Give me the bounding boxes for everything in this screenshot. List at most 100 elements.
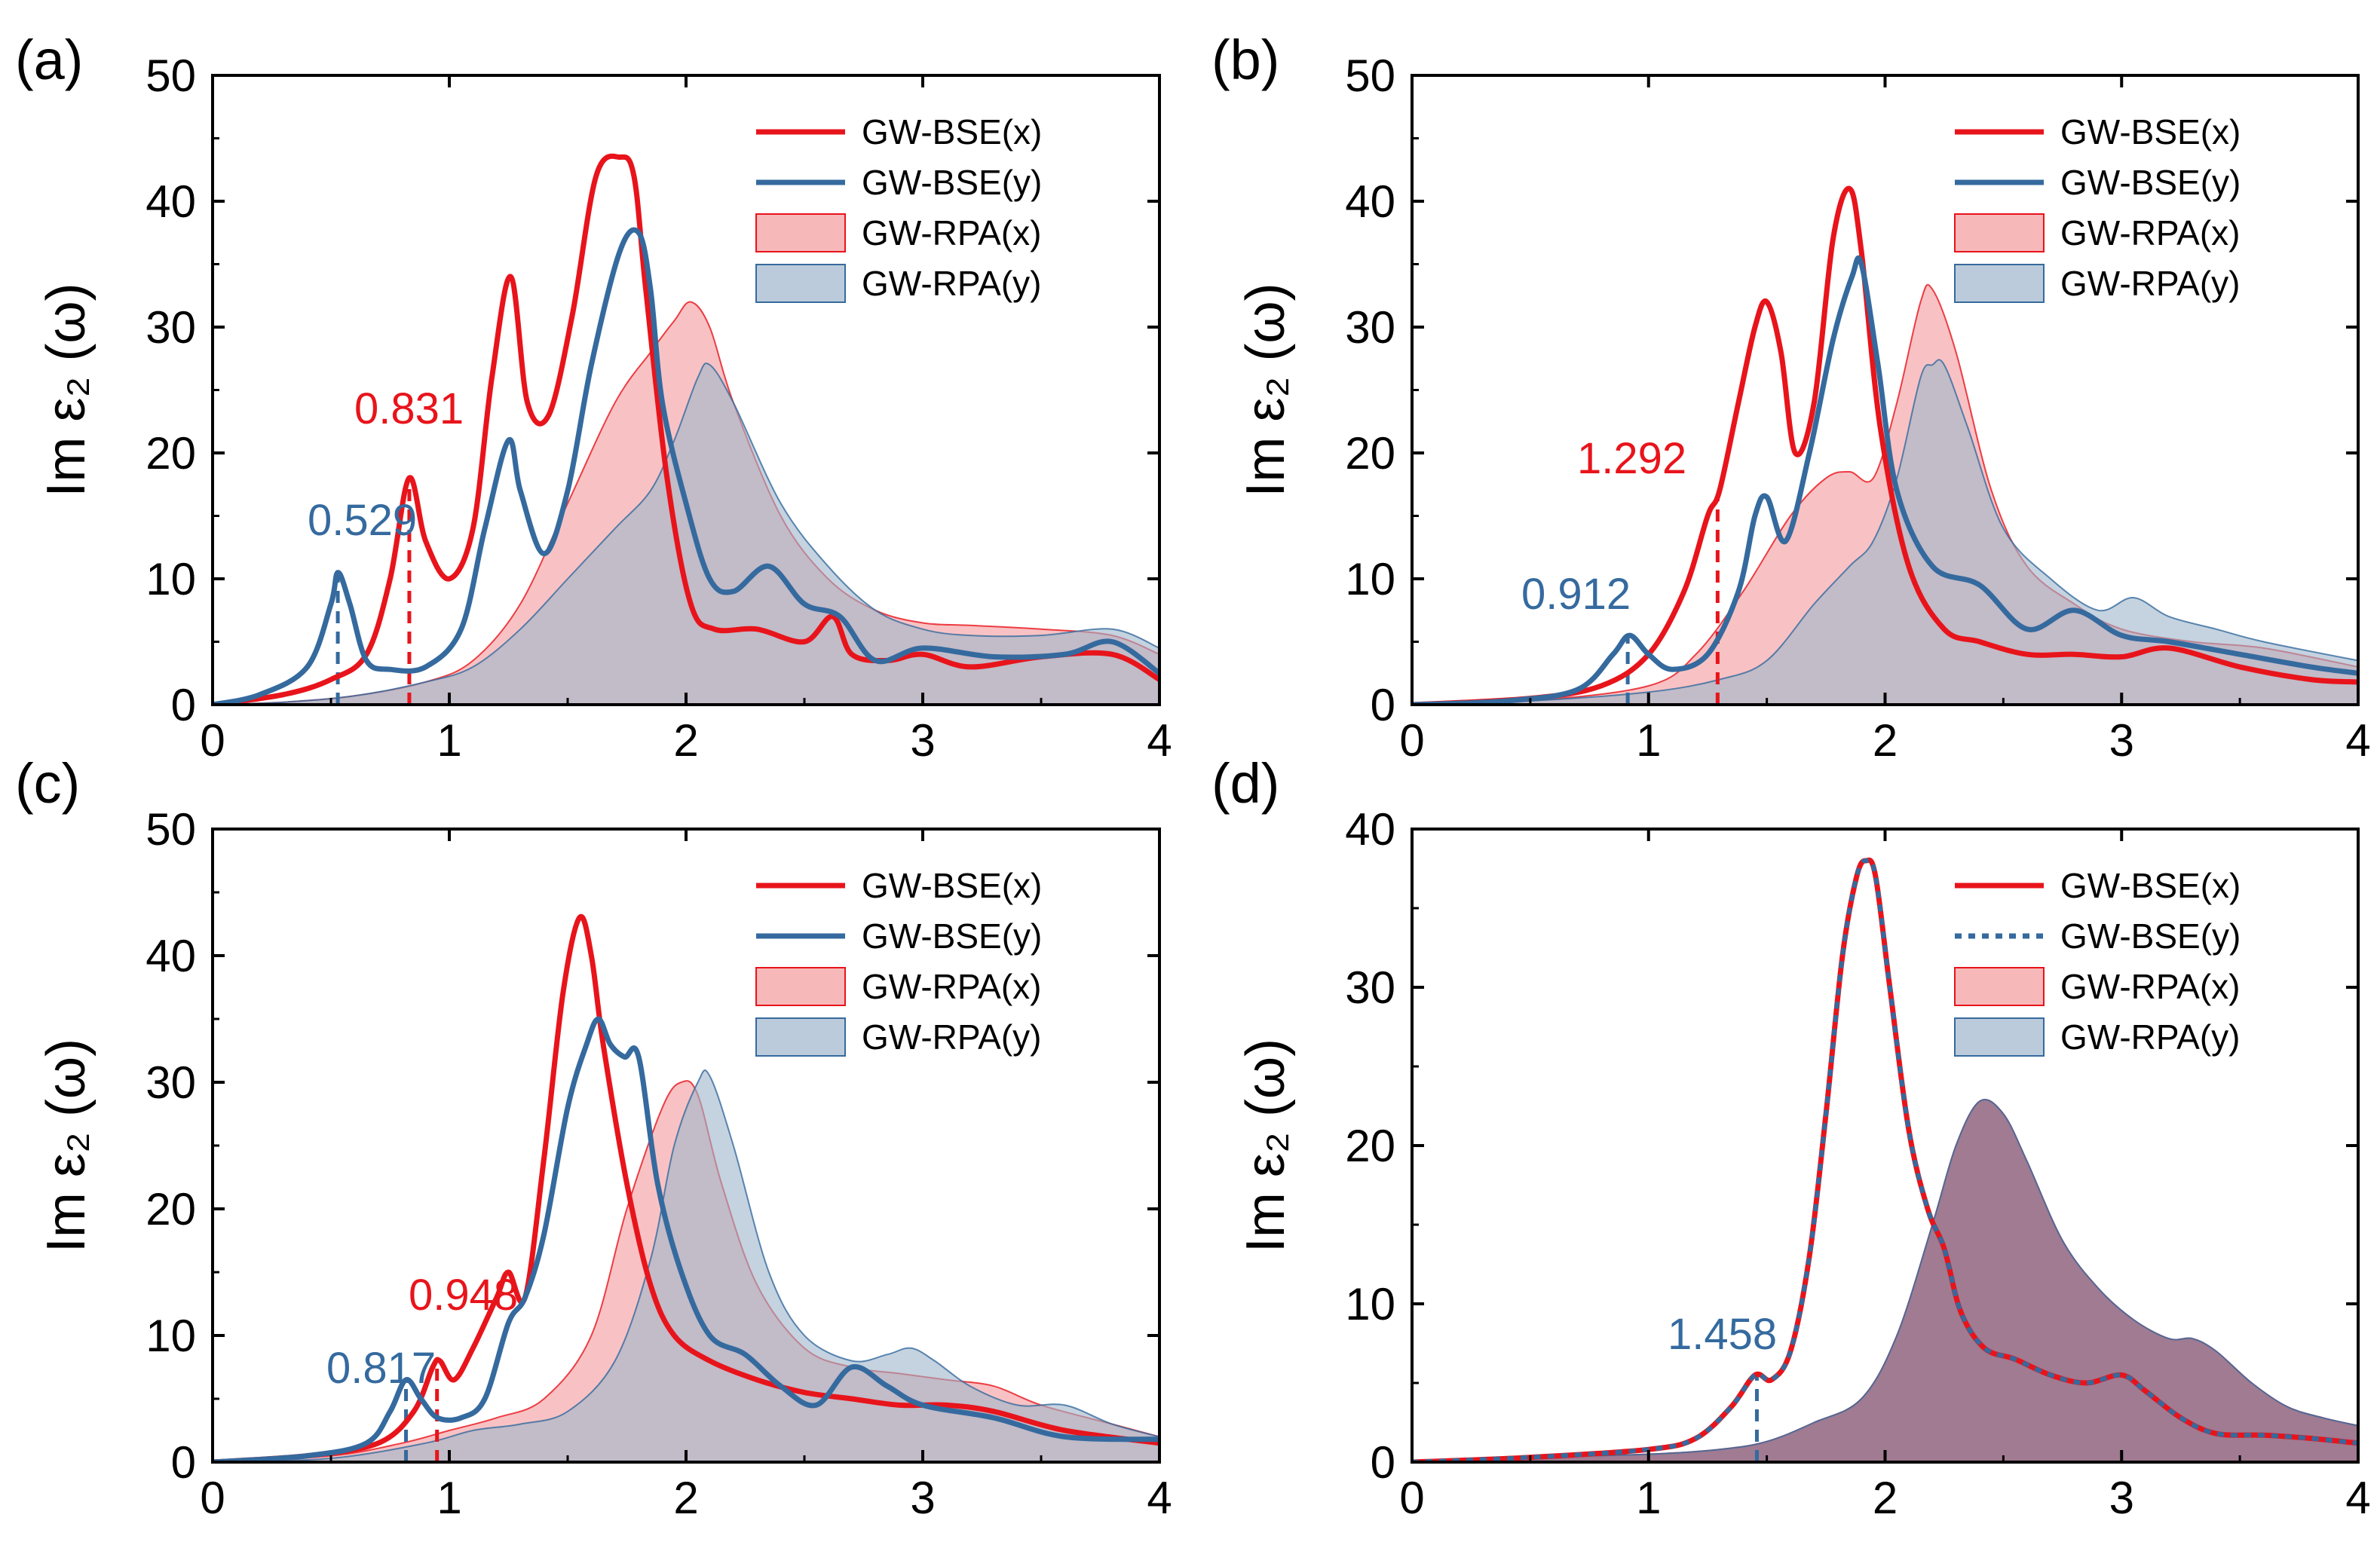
panel-c-ytick-label: 20 [145,1184,196,1234]
panel-b-xtick-label: 1 [1636,715,1661,766]
panel-c-area-gw-rpay [213,1069,1159,1462]
panel-b-legend-label: GW-RPA(y) [2060,264,2241,303]
panel-c-ytick-label: 10 [145,1311,196,1361]
panel-d-annotation-0: 1.458 [1668,1310,1777,1359]
panel-a-xtick-label: 4 [1147,715,1172,766]
panel-d-ytick-label: 10 [1345,1279,1395,1329]
panel-a-legend-label: GW-RPA(x) [862,213,1042,252]
panel-d-ytick-label: 40 [1345,804,1395,855]
panel-a-ytick-label: 0 [171,680,196,730]
panel-a-ytick-label: 40 [145,176,196,227]
panel-b-legend: GW-BSE(x) GW-BSE(y) GW-RPA(x) GW-RPA(y) [1954,112,2241,303]
panel-d-legend-label: GW-BSE(x) [2060,866,2241,905]
panel-a-xtick-label: 1 [436,715,461,766]
panel-d-xtick-label: 1 [1636,1473,1661,1523]
panel-a-legend: GW-BSE(x) GW-BSE(y) GW-RPA(x) GW-RPA(y) [755,112,1042,303]
panel-a-area-gw-rpay [213,363,1159,705]
panel-a-xtick-label: 0 [200,715,225,766]
panel-d-legend-swatch [1954,967,2045,1006]
panel-c-label: (c) [15,752,80,815]
panel-c-plot-area [213,913,1159,1462]
panel-d-legend-label: GW-BSE(y) [2060,916,2241,956]
panel-b-legend-label: GW-RPA(x) [2060,213,2241,252]
panel-c-ytick-label: 0 [171,1437,196,1488]
panel-d-ytick-label: 20 [1345,1121,1395,1171]
panel-d-legend-swatch [1954,1017,2045,1057]
panel-c-legend-label: GW-BSE(x) [862,866,1042,905]
panel-b-xtick-label: 2 [1873,715,1898,766]
panel-b-xtick-label: 4 [2345,715,2370,766]
panel-b-ytick-label: 30 [1345,302,1395,353]
panel-a-ylabel: Im ε₂ (ω) [36,283,96,497]
panel-b-ytick-label: 40 [1345,176,1395,227]
panel-d-legend: GW-BSE(x) GW-BSE(y) GW-RPA(x) GW-RPA(y) [1954,866,2241,1057]
panel-c-annotation-0: 0.948 [409,1271,518,1320]
panel-b-annotation-1: 0.912 [1521,570,1631,619]
panel-c-legend-swatch [755,1017,846,1057]
panel-b-ytick-label: 50 [1345,50,1395,101]
panel-d-label: (d) [1211,752,1279,815]
panel-a-legend-label: GW-BSE(x) [862,112,1042,151]
panel-c-legend-swatch [755,967,846,1006]
panel-c-ytick-label: 30 [145,1057,196,1108]
panel-a-line-gw-bsey [213,227,1159,705]
panel-b-ylabel: Im ε₂ (ω) [1236,283,1296,497]
panel-a-ytick-label: 30 [145,302,196,353]
panel-d-ytick-label: 0 [1371,1437,1395,1488]
panel-c-xtick-label: 3 [910,1473,935,1523]
panel-d-xtick-label: 3 [2109,1473,2134,1523]
panel-b-legend-label: GW-BSE(x) [2060,112,2241,151]
panel-d-legend-label: GW-RPA(y) [2060,1017,2241,1057]
panel-b-area-gw-rpay [1412,359,2358,705]
panel-b-legend-swatch [1954,264,2045,303]
panel-d-xtick-label: 2 [1873,1473,1898,1523]
panel-b-line-gw-bsey [1412,255,2358,705]
panel-b-label: (b) [1211,29,1279,91]
panel-c-annotation-1: 0.817 [326,1344,436,1393]
panel-a-ytick-label: 10 [145,554,196,604]
panel-d-plot-area [1412,857,2358,1462]
panel-b-annotation-0: 1.292 [1577,434,1686,483]
panel-c-legend-label: GW-RPA(x) [862,967,1042,1006]
panel-c-legend-label: GW-BSE(y) [862,916,1042,956]
panel-c-line-gw-bsey [213,1016,1159,1462]
panel-c-legend-label: GW-RPA(y) [862,1017,1042,1057]
panel-a-plot-area [213,153,1159,705]
panel-c-ytick-label: 40 [145,931,196,981]
panel-b-ytick-label: 20 [1345,428,1395,479]
panel-a-ytick-label: 50 [145,50,196,101]
panel-d-line-gw-bsey [1412,858,2358,1462]
panel-d-ytick-label: 30 [1345,962,1395,1013]
panel-c-xtick-label: 4 [1147,1473,1172,1523]
panel-b-legend-swatch [1954,213,2045,252]
panel-a-annotation-0: 0.831 [354,384,464,433]
panel-b-line-gw-bsex [1412,185,2358,705]
panel-c-legend: GW-BSE(x) GW-BSE(y) GW-RPA(x) GW-RPA(y) [755,866,1042,1057]
panel-a-line-gw-bsex [213,153,1159,705]
panel-d-legend-label: GW-RPA(x) [2060,967,2241,1006]
panel-a-legend-label: GW-RPA(y) [862,264,1042,303]
panel-a-legend-swatch [755,264,846,303]
panel-d-xtick-label: 0 [1399,1473,1424,1523]
panel-b-xtick-label: 0 [1399,715,1424,766]
panel-d-area-gw-rpay [1412,1099,2358,1462]
panel-a-label: (a) [15,29,83,91]
panel-c-xtick-label: 0 [200,1473,225,1523]
panel-b-ytick-label: 0 [1371,680,1395,730]
panel-b-xtick-label: 3 [2109,715,2134,766]
panel-c-line-gw-bsex [213,913,1159,1462]
panel-c-xtick-label: 2 [673,1473,698,1523]
panel-a-annotation-1: 0.529 [308,496,417,545]
panel-b-legend-label: GW-BSE(y) [2060,163,2241,202]
panel-c-xtick-label: 1 [436,1473,461,1523]
panel-a-xtick-label: 2 [673,715,698,766]
panel-b-plot-area [1412,185,2358,705]
panel-a-legend-label: GW-BSE(y) [862,163,1042,202]
panel-a-legend-swatch [755,213,846,252]
panel-a-ytick-label: 20 [145,428,196,479]
